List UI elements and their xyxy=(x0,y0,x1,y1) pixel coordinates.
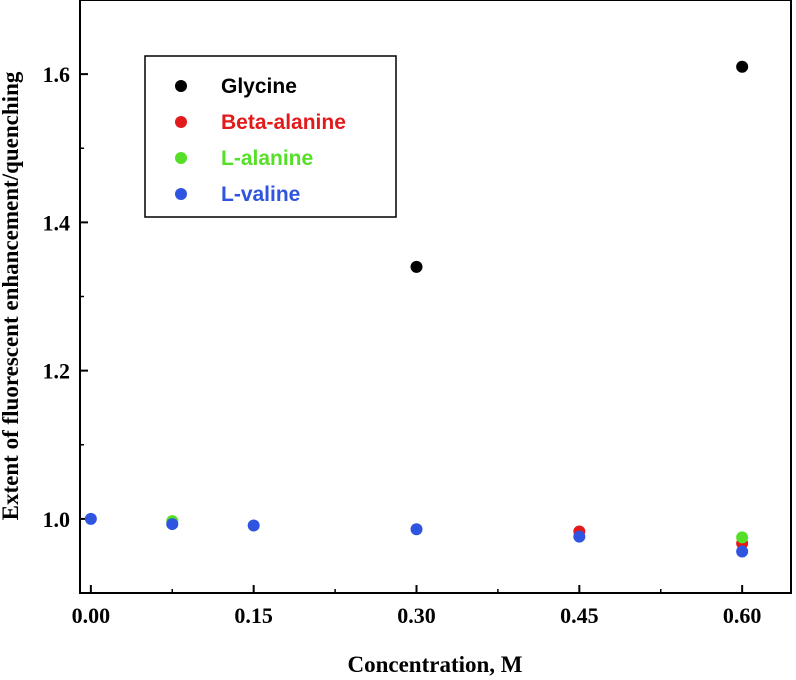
legend-box xyxy=(144,55,397,218)
legend-marker-beta-alanine xyxy=(175,116,187,128)
axis-ticks xyxy=(80,73,744,594)
legend-marker-l-valine xyxy=(175,188,187,200)
y-tick-label: 1.0 xyxy=(43,507,71,532)
data-points xyxy=(84,60,749,558)
y-tick-label: 1.6 xyxy=(43,62,71,87)
x-tick-label: 0.60 xyxy=(723,603,762,628)
point-glycine xyxy=(410,260,423,273)
x-tick-label: 0.30 xyxy=(397,603,436,628)
point-l-valine xyxy=(84,512,97,525)
legend-label-l-valine: L-valine xyxy=(221,183,300,206)
y-axis-title: Extent of fluorescent enhancement/quench… xyxy=(0,71,23,520)
legend-items: Glycine Beta-alanine L-alanine L-valine xyxy=(175,75,346,206)
x-tick-label: 0.00 xyxy=(72,603,111,628)
y-tick-label: 1.2 xyxy=(43,359,71,384)
legend-label-l-alanine: L-alanine xyxy=(221,147,313,170)
legend-label-beta-alanine: Beta-alanine xyxy=(221,111,346,134)
point-l-valine xyxy=(573,530,586,543)
legend-marker-glycine xyxy=(175,80,187,92)
x-tick-label: 0.15 xyxy=(234,603,273,628)
legend-label-glycine: Glycine xyxy=(221,75,297,98)
legend: Glycine Beta-alanine L-alanine L-valine xyxy=(144,55,397,218)
x-tick-label: 0.45 xyxy=(560,603,599,628)
y-tick-label: 1.4 xyxy=(43,210,71,235)
point-l-valine xyxy=(247,519,260,532)
point-l-valine xyxy=(166,518,179,531)
point-l-alanine xyxy=(736,531,749,544)
x-axis-title: Concentration, M xyxy=(347,652,522,677)
point-l-valine xyxy=(410,523,423,536)
point-l-valine xyxy=(736,545,749,558)
axis-tick-labels: 0.00 0.15 0.30 0.45 0.60 1.0 1.2 1.4 1.6 xyxy=(43,62,762,628)
point-glycine xyxy=(736,60,749,73)
legend-marker-l-alanine xyxy=(175,152,187,164)
